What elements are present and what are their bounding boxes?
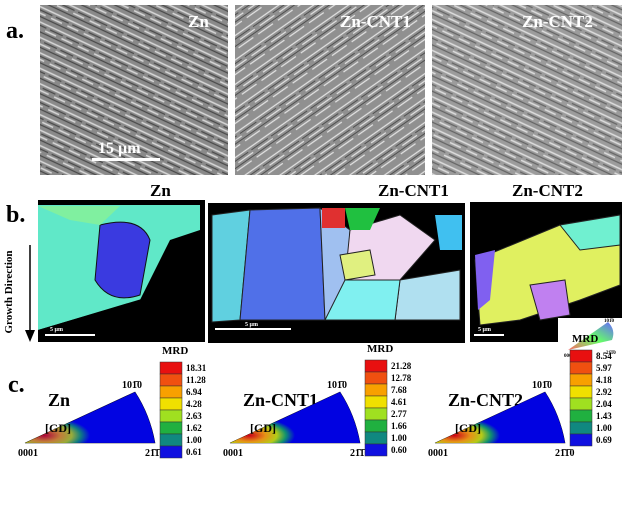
legend-swatch: [365, 360, 387, 372]
legend-value: 0.69: [596, 435, 612, 445]
legend-value: 11.28: [186, 375, 206, 385]
axis-label: Growth Direction: [3, 251, 15, 334]
legend-title: MRD: [162, 345, 188, 357]
legend-swatch: [570, 386, 592, 398]
scale-bar-label: 5 µm: [50, 327, 63, 333]
legend-value: 0.60: [391, 445, 407, 455]
direction-label: [GD]: [455, 421, 481, 435]
legend-value: 4.61: [391, 397, 407, 407]
legend-swatch: [570, 434, 592, 446]
arrow-head: [25, 330, 35, 342]
legend-swatch: [160, 422, 182, 434]
legend-swatch: [365, 408, 387, 420]
legend-value: 5.97: [596, 363, 612, 373]
legend-swatch: [160, 386, 182, 398]
legend-swatch: [160, 446, 182, 458]
legend-value: 1.00: [596, 423, 612, 433]
scale-bar: [45, 334, 95, 336]
grain: [240, 208, 325, 320]
legend-value: 1.62: [186, 423, 202, 433]
corner-label: 0001: [223, 448, 243, 459]
panel-label: a.: [6, 18, 24, 44]
legend-swatch: [365, 372, 387, 384]
panel-label: b.: [6, 202, 25, 228]
legend-value: 1.43: [596, 411, 612, 421]
scale-bar: [215, 328, 291, 330]
image-label: Zn-CNT2: [522, 12, 593, 31]
scale-bar-label: 5 µm: [245, 322, 258, 328]
legend-swatch: [570, 362, 592, 374]
legend-value: 12.78: [391, 373, 412, 383]
grain: [95, 222, 150, 298]
legend-value: 21.28: [391, 361, 412, 371]
legend-swatch: [365, 444, 387, 456]
scale-bar-label: 15 µm: [98, 140, 141, 157]
legend-swatch: [570, 350, 592, 362]
corner-label: 0001: [18, 448, 38, 459]
figure-title: Zn-CNT1: [243, 390, 318, 410]
legend-swatch: [570, 398, 592, 410]
image-label: Zn-CNT2: [512, 181, 583, 200]
legend-swatch: [365, 432, 387, 444]
legend-swatch: [160, 410, 182, 422]
direction-label: [GD]: [45, 421, 71, 435]
panel-label: c.: [8, 372, 25, 398]
legend-value: 2.77: [391, 409, 407, 419]
image-label: Zn-CNT1: [340, 12, 411, 31]
pole-density: [25, 392, 155, 443]
corner-label: 101̄0: [532, 380, 552, 391]
legend-title: MRD: [367, 343, 393, 355]
figure: a. Zn Zn-CNT1 Zn-CNT2 15 µm b. Zn Zn-CNT…: [0, 0, 625, 516]
corner-label: 21̄1̄0: [555, 448, 574, 459]
legend-value: 4.28: [186, 399, 202, 409]
direction-label: [GD]: [250, 421, 276, 435]
scale-bar: [474, 334, 504, 336]
legend-swatch: [570, 422, 592, 434]
legend-value: 8.54: [596, 351, 612, 361]
legend-swatch: [160, 434, 182, 446]
grain: [340, 250, 375, 280]
corner-label: 101̄0: [327, 380, 347, 391]
image-label: Zn: [188, 12, 209, 31]
figure-title: Zn-CNT2: [448, 390, 523, 410]
legend-swatch: [160, 374, 182, 386]
legend-swatch: [365, 420, 387, 432]
legend-swatch: [570, 410, 592, 422]
scale-bar-label: 5 µm: [478, 327, 491, 333]
grain: [322, 208, 345, 228]
corner-label: 101̄0: [122, 380, 142, 391]
legend-value: 0.61: [186, 447, 202, 457]
legend-swatch: [365, 384, 387, 396]
ipf-key-label: 101̄0: [604, 319, 615, 324]
corner-label: 0001: [428, 448, 448, 459]
legend-swatch: [365, 396, 387, 408]
image-label: Zn-CNT1: [378, 181, 449, 200]
figure-title: Zn: [48, 390, 70, 410]
legend-value: 7.68: [391, 385, 407, 395]
legend-value: 6.94: [186, 387, 202, 397]
legend-value: 2.04: [596, 399, 612, 409]
legend-value: 1.00: [186, 435, 202, 445]
legend-value: 2.92: [596, 387, 612, 397]
legend-value: 2.63: [186, 411, 202, 421]
legend-value: 1.66: [391, 421, 407, 431]
legend-swatch: [160, 362, 182, 374]
image-label: Zn: [150, 181, 171, 200]
legend-swatch: [570, 374, 592, 386]
legend-value: 1.00: [391, 433, 407, 443]
legend-swatch: [160, 398, 182, 410]
legend-value: 18.31: [186, 363, 207, 373]
scale-bar: [92, 158, 160, 161]
legend-title: MRD: [572, 333, 598, 345]
legend-value: 4.18: [596, 375, 612, 385]
